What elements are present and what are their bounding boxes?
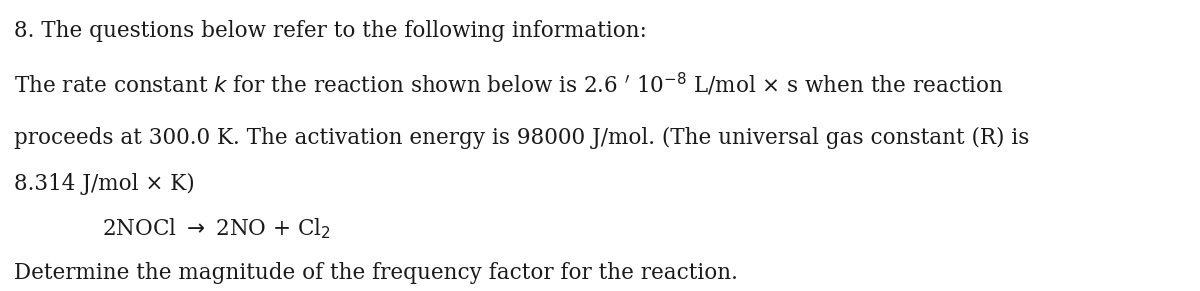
- Text: 8.314 J/mol × K): 8.314 J/mol × K): [14, 173, 196, 195]
- Text: The rate constant $\it{k}$ for the reaction shown below is 2.6 $'$ 10$^{-8}$ L/m: The rate constant $\it{k}$ for the react…: [14, 71, 1004, 98]
- Text: Determine the magnitude of the frequency factor for the reaction.: Determine the magnitude of the frequency…: [14, 262, 738, 284]
- Text: 2NOCl $\rightarrow$ 2NO + Cl$_2$: 2NOCl $\rightarrow$ 2NO + Cl$_2$: [102, 217, 331, 242]
- Text: 8. The questions below refer to the following information:: 8. The questions below refer to the foll…: [14, 20, 647, 42]
- Text: proceeds at 300.0 K. The activation energy is 98000 J/mol. (The universal gas co: proceeds at 300.0 K. The activation ener…: [14, 127, 1030, 149]
